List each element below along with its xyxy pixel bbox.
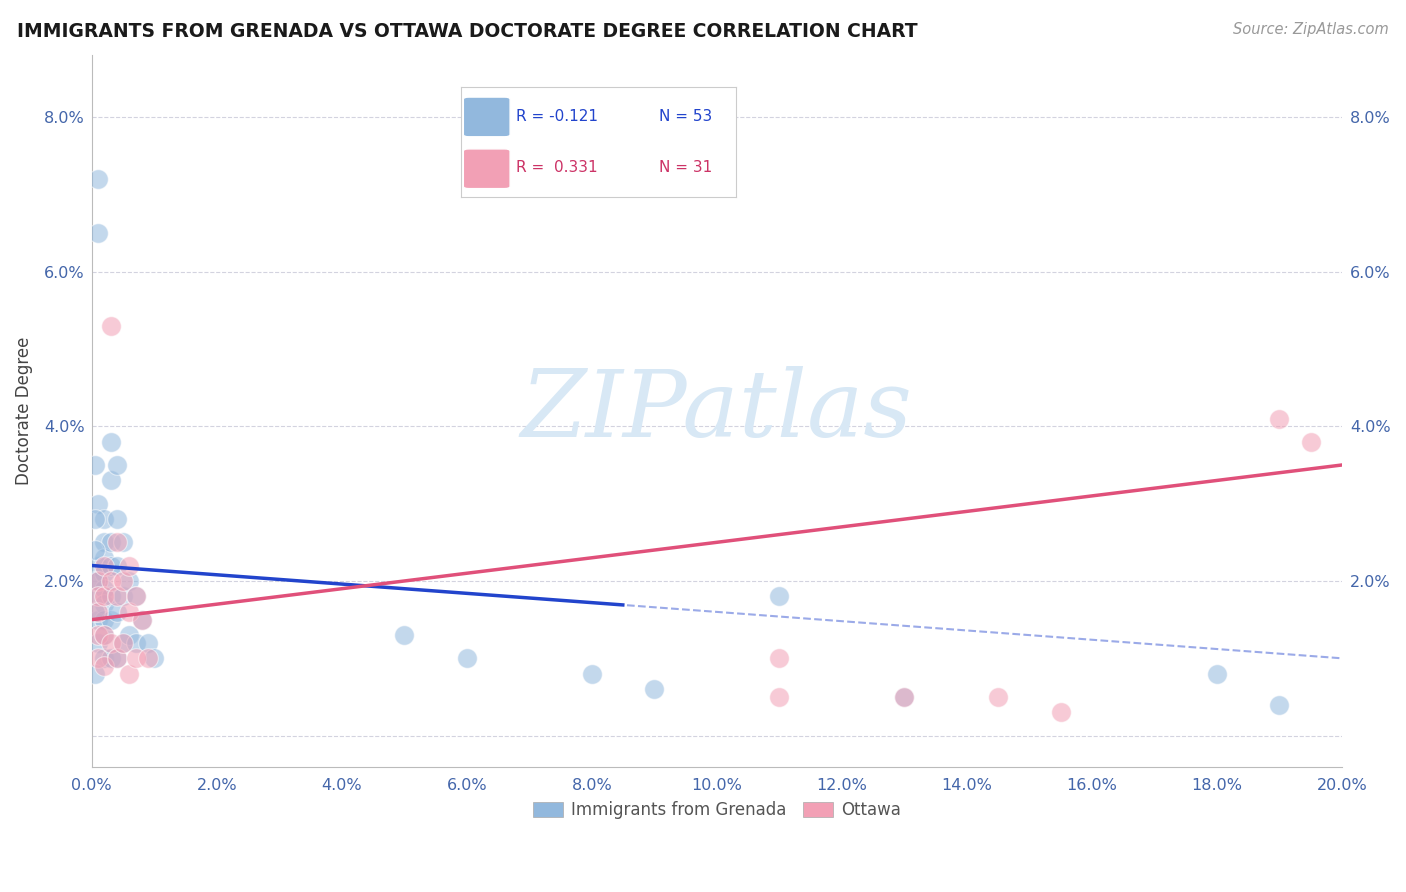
Point [581, 666, 603, 681]
Point [768, 651, 790, 665]
Point [136, 636, 159, 650]
Point [93, 535, 115, 549]
Point [84, 512, 107, 526]
Point [93, 613, 115, 627]
Text: ZIPatlas: ZIPatlas [522, 366, 912, 456]
Point [84, 458, 107, 472]
Point [105, 605, 128, 619]
Point [143, 651, 166, 665]
Point [394, 628, 416, 642]
Point [118, 574, 141, 588]
Point [87, 574, 110, 588]
Point [105, 512, 128, 526]
Point [118, 628, 141, 642]
Point [93, 550, 115, 565]
Point [112, 574, 135, 588]
Point [100, 535, 122, 549]
Point [643, 682, 665, 697]
Point [93, 628, 115, 642]
Point [100, 474, 122, 488]
Point [112, 535, 135, 549]
Point [1268, 698, 1291, 712]
Point [87, 497, 110, 511]
Point [124, 590, 146, 604]
Point [768, 590, 790, 604]
Point [112, 636, 135, 650]
Point [84, 605, 107, 619]
Point [105, 558, 128, 573]
Point [131, 613, 153, 627]
Point [768, 690, 790, 704]
Point [131, 613, 153, 627]
Point [87, 636, 110, 650]
Point [100, 558, 122, 573]
Point [118, 666, 141, 681]
Text: IMMIGRANTS FROM GRENADA VS OTTAWA DOCTORATE DEGREE CORRELATION CHART: IMMIGRANTS FROM GRENADA VS OTTAWA DOCTOR… [17, 22, 918, 41]
Point [87, 558, 110, 573]
Point [100, 636, 122, 650]
Point [124, 636, 146, 650]
Point [100, 434, 122, 449]
Text: Source: ZipAtlas.com: Source: ZipAtlas.com [1233, 22, 1389, 37]
Point [100, 590, 122, 604]
Point [93, 651, 115, 665]
Y-axis label: Doctorate Degree: Doctorate Degree [15, 336, 32, 485]
Point [987, 690, 1010, 704]
Point [87, 651, 110, 665]
Point [93, 590, 115, 604]
Point [87, 172, 110, 186]
Point [1049, 706, 1071, 720]
Point [100, 613, 122, 627]
Point [87, 613, 110, 627]
Point [118, 558, 141, 573]
Point [136, 651, 159, 665]
Point [93, 659, 115, 673]
Point [93, 628, 115, 642]
Point [87, 590, 110, 604]
Point [93, 582, 115, 596]
Point [100, 574, 122, 588]
Point [112, 636, 135, 650]
Point [1206, 666, 1229, 681]
Legend: Immigrants from Grenada, Ottawa: Immigrants from Grenada, Ottawa [526, 795, 908, 826]
Point [456, 651, 478, 665]
Point [84, 574, 107, 588]
Point [105, 590, 128, 604]
Point [100, 318, 122, 333]
Point [112, 590, 135, 604]
Point [1299, 434, 1322, 449]
Point [105, 458, 128, 472]
Point [893, 690, 915, 704]
Point [893, 690, 915, 704]
Point [87, 226, 110, 240]
Point [87, 574, 110, 588]
Point [1268, 411, 1291, 425]
Point [93, 566, 115, 581]
Point [105, 535, 128, 549]
Point [84, 543, 107, 558]
Point [93, 597, 115, 611]
Point [93, 512, 115, 526]
Point [87, 590, 110, 604]
Point [118, 605, 141, 619]
Point [87, 628, 110, 642]
Point [105, 651, 128, 665]
Point [87, 605, 110, 619]
Point [124, 590, 146, 604]
Point [84, 666, 107, 681]
Point [105, 651, 128, 665]
Point [93, 558, 115, 573]
Point [100, 651, 122, 665]
Point [124, 651, 146, 665]
